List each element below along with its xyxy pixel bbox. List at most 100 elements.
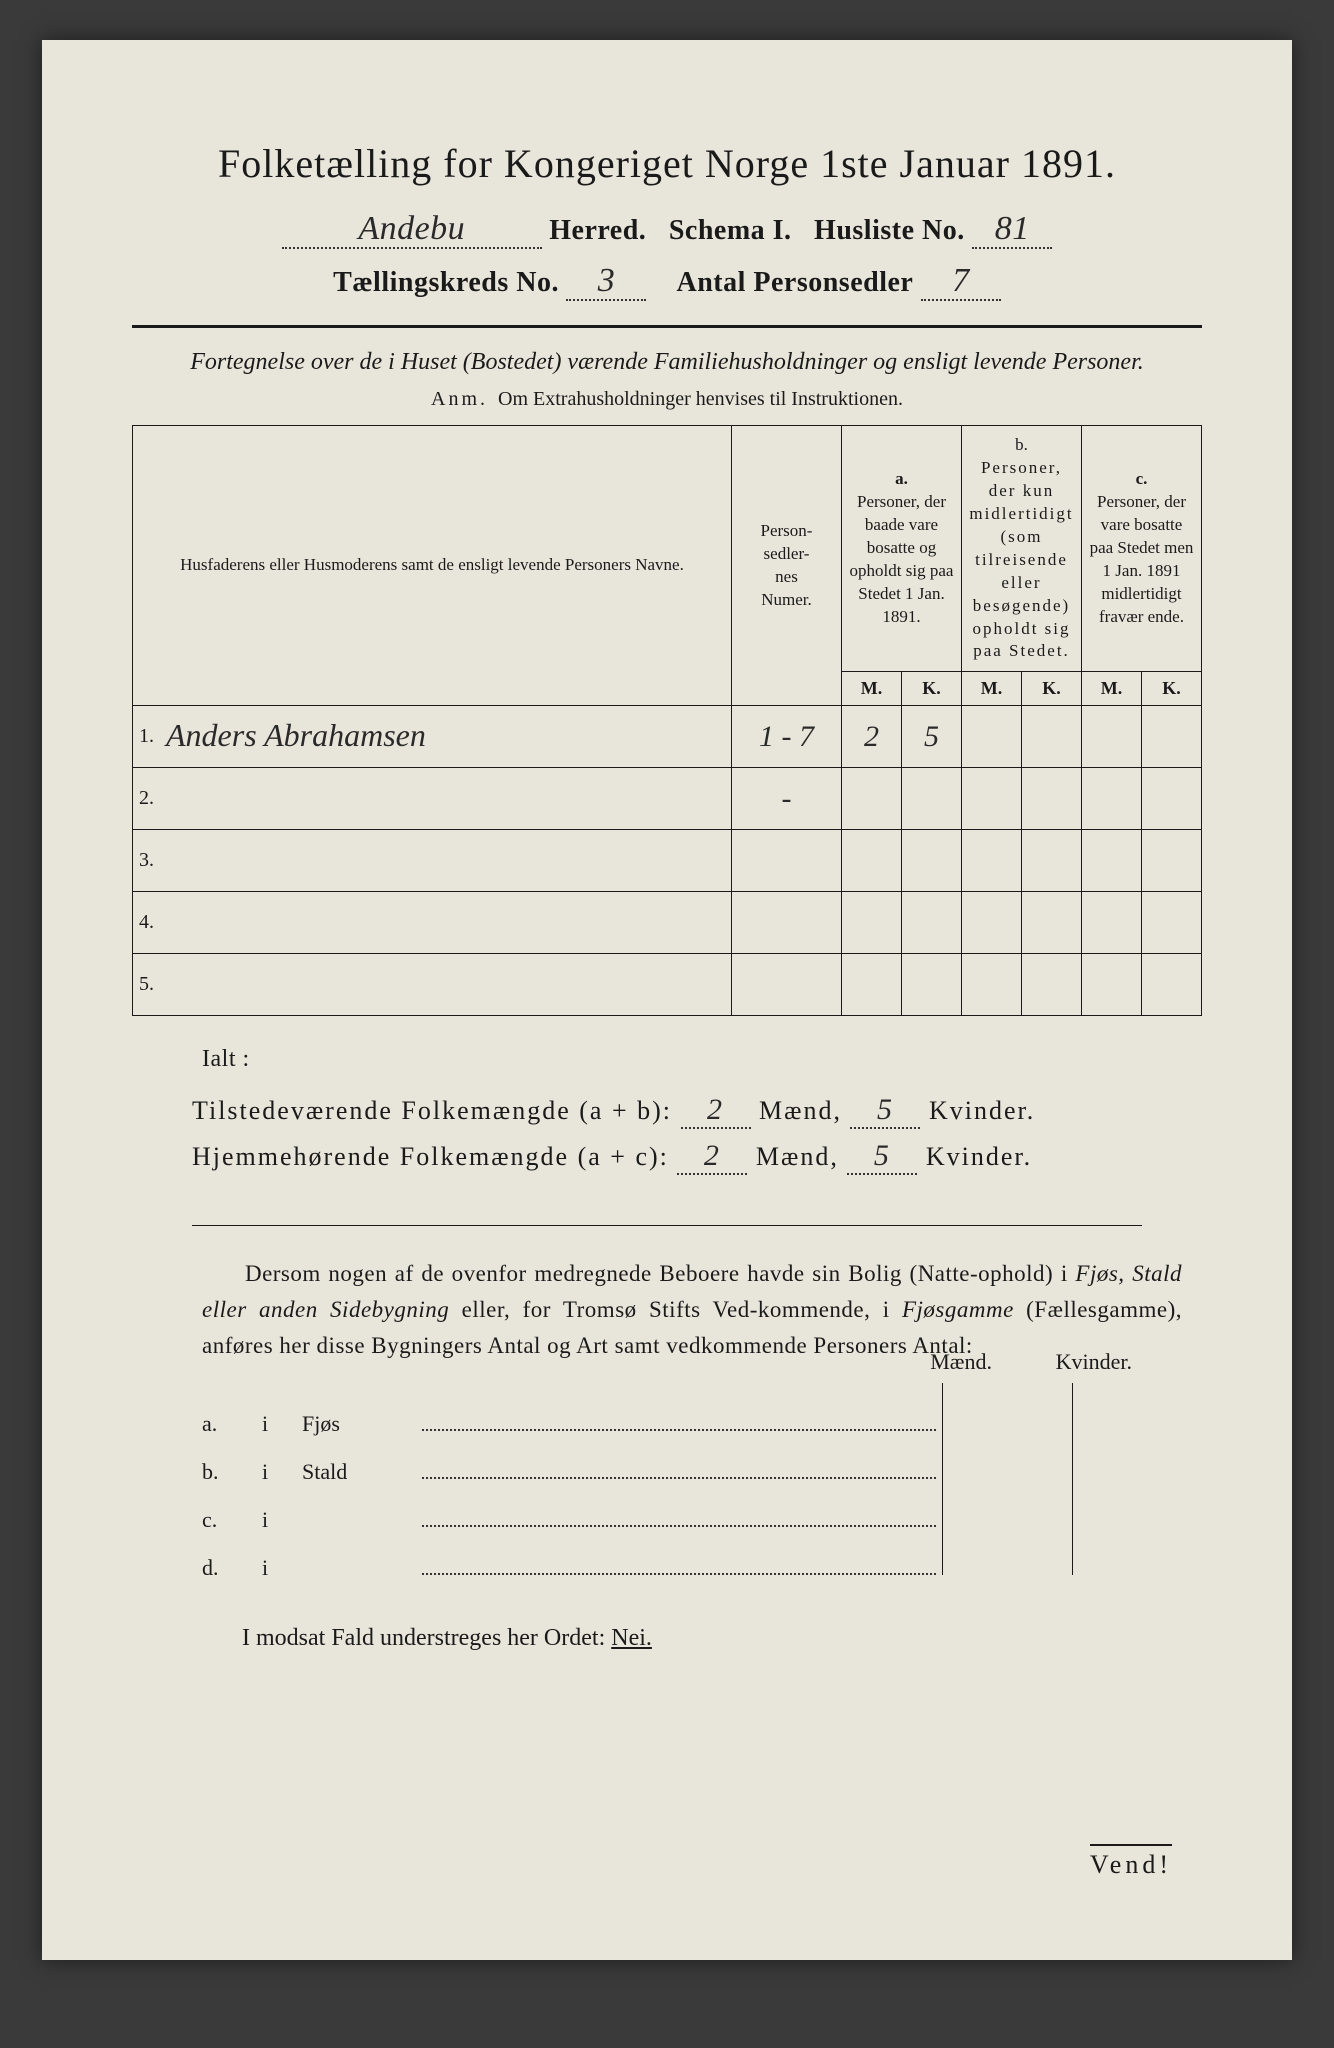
ialt-label: Ialt :: [202, 1046, 1202, 1073]
row-name: Anders Abrahamsen: [160, 706, 732, 768]
row-number: 2.: [133, 768, 161, 830]
out-k-cell: [1072, 1527, 1202, 1575]
col-b: b. Personer, der kun midler­tidigt (som …: [962, 426, 1082, 672]
col-b-k: K.: [1022, 672, 1082, 706]
col-num: Person- sedler- nes Numer.: [732, 426, 842, 706]
t2k: 5: [874, 1139, 891, 1172]
table-row: 2. -: [133, 768, 1202, 830]
row-name: [160, 768, 732, 830]
col-a-k: K.: [902, 672, 962, 706]
husliste-value: 81: [995, 210, 1030, 247]
row-cm: [1082, 954, 1142, 1016]
row-num: [732, 892, 842, 954]
out-m-cell: [942, 1479, 1072, 1527]
header-line-2: Tællingskreds No. 3 Antal Personsedler 7: [132, 267, 1202, 301]
outbuild-row: c.i: [202, 1479, 1202, 1527]
row-am: [842, 954, 902, 1016]
t1k: 5: [877, 1093, 894, 1126]
col-name: Husfaderens eller Husmoderens samt de en…: [133, 426, 732, 706]
schema-label: Schema I.: [669, 215, 792, 246]
out-dots: [422, 1477, 936, 1479]
out-i: i: [262, 1459, 302, 1485]
out-letter: a.: [202, 1411, 262, 1437]
sedler-value: 7: [952, 262, 970, 299]
header-line-1: Andebu Herred. Schema I. Husliste No. 81: [132, 215, 1202, 249]
row-ck: [1142, 892, 1202, 954]
col-a-m: M.: [842, 672, 902, 706]
row-bk: [1022, 892, 1082, 954]
outbuild-row: b.iStald: [202, 1431, 1202, 1479]
out-kvinder: Kvinder.: [1056, 1349, 1132, 1375]
out-dots: [422, 1573, 936, 1575]
table-row: 5.: [133, 954, 1202, 1016]
row-num: [732, 954, 842, 1016]
main-table: Husfaderens eller Husmoderens samt de en…: [132, 425, 1202, 1016]
out-dots: [422, 1429, 936, 1431]
divider-2: [192, 1225, 1142, 1226]
out-maend: Mænd.: [930, 1349, 992, 1375]
out-m-cell: [942, 1527, 1072, 1575]
row-num: [732, 830, 842, 892]
out-m-cell: [942, 1431, 1072, 1479]
out-letter: d.: [202, 1555, 262, 1581]
row-ak: [902, 768, 962, 830]
anm-note: Anm. Om Extrahusholdninger henvises til …: [132, 388, 1202, 411]
out-i: i: [262, 1555, 302, 1581]
row-name: [160, 892, 732, 954]
nei-line: I modsat Fald understreges her Ordet: Ne…: [242, 1625, 1202, 1652]
table-row: 4.: [133, 892, 1202, 954]
anm-label: Anm.: [431, 388, 488, 410]
row-bk: [1022, 954, 1082, 1016]
row-ak: [902, 892, 962, 954]
row-ak: [902, 954, 962, 1016]
col-c-k: K.: [1142, 672, 1202, 706]
table-row: 3.: [133, 830, 1202, 892]
row-num: -: [732, 768, 842, 830]
totals-block: Tilstedeværende Folkemængde (a + b): 2 M…: [192, 1093, 1202, 1175]
col-a: a. Personer, der baade vare bosatte og o…: [842, 426, 962, 672]
out-dots: [422, 1525, 936, 1527]
out-i: i: [262, 1411, 302, 1437]
row-ck: [1142, 706, 1202, 768]
row-ak: 5: [902, 706, 962, 768]
row-bk: [1022, 706, 1082, 768]
row-number: 1.: [133, 706, 161, 768]
census-form-page: Folketælling for Kongeriget Norge 1ste J…: [42, 40, 1292, 1960]
anm-text: Om Extrahusholdninger henvises til Instr…: [498, 388, 903, 410]
kreds-label: Tællingskreds No.: [333, 267, 559, 298]
col-c: c. Personer, der vare bosatte paa Stedet…: [1082, 426, 1202, 672]
out-i: i: [262, 1507, 302, 1533]
row-cm: [1082, 892, 1142, 954]
outbuilding-table: Mænd. Kvinder. a.iFjøsb.iStaldc.id.i: [202, 1383, 1202, 1575]
row-bm: [962, 706, 1022, 768]
row-ck: [1142, 954, 1202, 1016]
divider: [132, 325, 1202, 328]
row-cm: [1082, 706, 1142, 768]
out-type: Fjøs: [302, 1411, 422, 1437]
total-line-2: Hjemmehørende Folkemængde (a + c): 2 Mæn…: [192, 1139, 1202, 1175]
kreds-value: 3: [598, 262, 616, 299]
outbuild-row: a.iFjøs: [202, 1383, 1202, 1431]
row-am: 2: [842, 706, 902, 768]
col-b-m: M.: [962, 672, 1022, 706]
nei-word: Nei.: [611, 1625, 652, 1651]
row-number: 3.: [133, 830, 161, 892]
row-ck: [1142, 768, 1202, 830]
row-number: 4.: [133, 892, 161, 954]
outbuilding-paragraph: Dersom nogen af de ovenfor medregnede Be…: [202, 1256, 1202, 1363]
row-ck: [1142, 830, 1202, 892]
row-number: 5.: [133, 954, 161, 1016]
row-num: 1 - 7: [732, 706, 842, 768]
out-k-cell: [1072, 1383, 1202, 1431]
out-m-cell: [942, 1383, 1072, 1431]
row-name: [160, 830, 732, 892]
vend-label: Vend!: [1090, 1844, 1172, 1880]
page-title: Folketælling for Kongeriget Norge 1ste J…: [132, 140, 1202, 187]
row-bm: [962, 830, 1022, 892]
t1m: 2: [707, 1093, 724, 1126]
husliste-label: Husliste No.: [814, 215, 965, 246]
herred-label: Herred.: [549, 215, 646, 246]
row-cm: [1082, 768, 1142, 830]
table-row: 1.Anders Abrahamsen1 - 725: [133, 706, 1202, 768]
sedler-label: Antal Personsedler: [676, 267, 913, 298]
